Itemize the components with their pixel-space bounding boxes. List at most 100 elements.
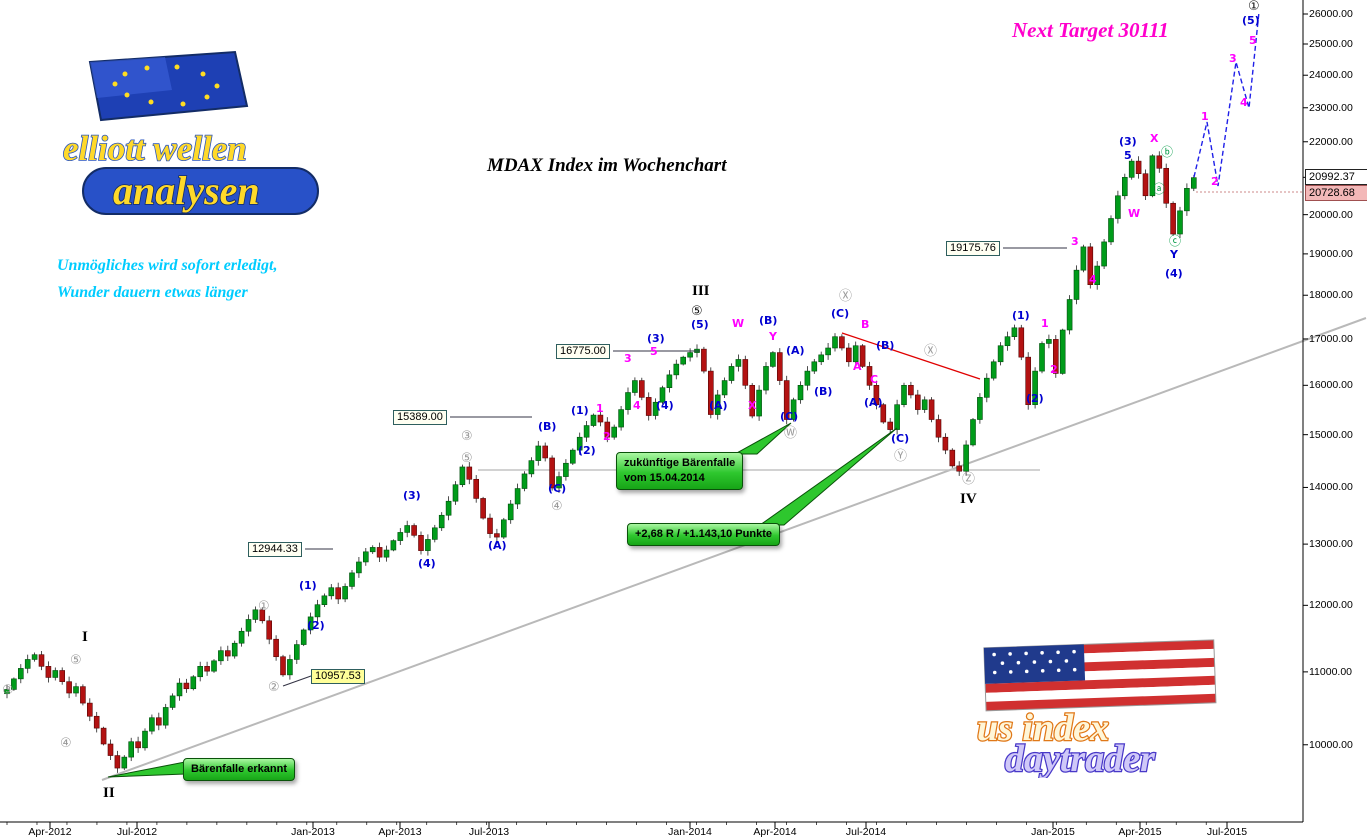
candle-body <box>908 385 914 396</box>
candle-body <box>652 401 659 416</box>
candle-body <box>1032 370 1038 405</box>
candle-body <box>645 397 652 416</box>
candle-body <box>107 743 114 756</box>
candle-body <box>66 681 72 694</box>
next-target-annotation: Next Target 30111 <box>1012 18 1169 42</box>
candle-body <box>293 644 300 660</box>
candle-body <box>714 394 721 415</box>
candle-body <box>1087 246 1094 285</box>
candle-body <box>314 604 321 618</box>
candle-body <box>397 532 404 541</box>
level-pointer-line <box>282 675 312 687</box>
us-index-daytrader-logo: us index daytrader <box>976 639 1217 778</box>
candle-body <box>438 514 445 529</box>
candle-body <box>128 741 134 758</box>
long-support-trendline <box>101 317 1367 781</box>
candle-body <box>307 616 314 631</box>
candle-body <box>73 686 79 694</box>
candle-body <box>169 695 176 708</box>
candle-body <box>956 465 963 472</box>
candle-body <box>728 366 735 381</box>
candle-body <box>1011 327 1018 338</box>
candle-body <box>880 404 887 423</box>
candle-body <box>783 380 790 420</box>
candle-body <box>687 352 693 358</box>
candle-body <box>38 654 45 667</box>
candle-body <box>87 702 93 717</box>
candle-body <box>949 449 956 467</box>
candle-body <box>535 445 542 461</box>
candle-body <box>411 525 417 536</box>
candle-body <box>638 380 645 398</box>
candle-body <box>521 473 528 489</box>
candle-body <box>52 670 59 678</box>
candle-body <box>1039 343 1045 372</box>
candle-body <box>280 656 286 676</box>
candle-body <box>197 666 203 678</box>
candle-body <box>756 389 762 417</box>
candle-body <box>735 359 742 367</box>
candle-body <box>942 436 949 451</box>
candle-body <box>328 587 335 597</box>
candle-body <box>776 352 783 381</box>
candle-body <box>866 366 873 386</box>
candle-body <box>176 682 183 697</box>
candle-body <box>625 392 631 410</box>
candle-body <box>1177 210 1183 235</box>
us-flag-canton <box>983 644 1086 684</box>
candle-body <box>1059 329 1066 374</box>
motto-text: Unmögliches wird sofort erledigt, Wunder… <box>57 252 277 306</box>
candle-body <box>1073 269 1080 300</box>
callout-tail <box>758 427 898 526</box>
candle-body <box>376 547 383 558</box>
candle-body <box>190 676 197 690</box>
motto-line-2: Wunder dauern etwas länger <box>57 284 248 302</box>
chart-title: MDAX Index im Wochenchart <box>487 155 727 176</box>
candle-body <box>1135 160 1142 175</box>
candle-body <box>473 478 480 499</box>
candle-body <box>818 354 825 363</box>
candle-body <box>231 642 238 657</box>
candle-body <box>997 345 1004 363</box>
candle-body <box>494 533 500 538</box>
candle-body <box>701 348 707 372</box>
motto-line-1: Unmögliches wird sofort erledigt, <box>57 257 278 274</box>
candle-body <box>556 476 562 489</box>
candle-body <box>162 707 169 726</box>
candle-body <box>618 409 624 428</box>
candle-body <box>93 715 100 729</box>
candle-body <box>266 620 273 640</box>
candle-body <box>845 347 852 363</box>
candle-body <box>218 650 224 662</box>
candle-body <box>707 370 714 415</box>
candle-body <box>873 385 880 405</box>
candle-body <box>1122 177 1128 197</box>
candle-body <box>225 650 231 657</box>
candle-body <box>1046 339 1052 344</box>
candle-body <box>604 421 611 438</box>
us-flag <box>983 639 1217 712</box>
candle-body <box>673 363 680 376</box>
candle-body <box>211 660 217 672</box>
candle-body <box>1101 241 1107 267</box>
candle-body <box>1149 155 1156 197</box>
candle-body <box>680 356 687 365</box>
candle-body <box>569 449 576 464</box>
candle-body <box>839 336 845 349</box>
candle-body <box>790 399 797 420</box>
candle-body <box>970 419 976 446</box>
candle-body <box>466 466 473 480</box>
candle-body <box>17 668 24 680</box>
candle-body <box>245 619 252 632</box>
candle-body <box>528 460 535 475</box>
candle-body <box>887 421 894 430</box>
candle-body <box>597 414 604 423</box>
candle-body <box>356 561 362 574</box>
candle-body <box>1080 246 1087 271</box>
candle-body <box>576 436 583 451</box>
candle-body <box>977 397 983 420</box>
candle-body <box>666 374 673 389</box>
candle-body <box>928 399 935 420</box>
